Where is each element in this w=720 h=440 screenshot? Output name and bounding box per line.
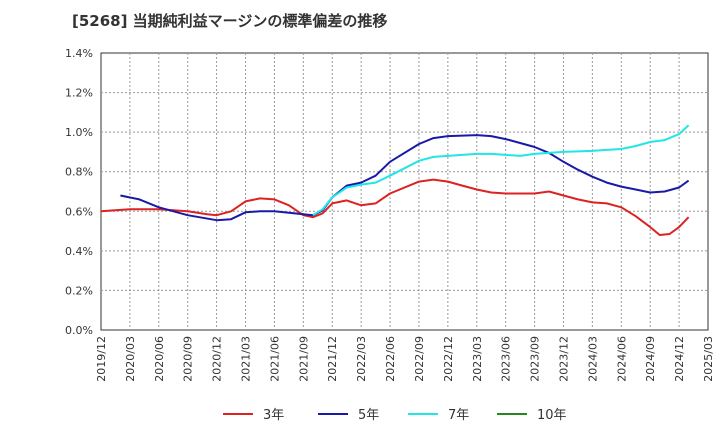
series-line [312, 124, 690, 217]
x-tick-label: 2023/12 [557, 336, 570, 382]
x-tick-label: 2023/09 [529, 336, 542, 382]
y-tick-label: 0.2% [65, 284, 93, 297]
x-tick-label: 2020/12 [211, 336, 224, 382]
series-line [120, 134, 690, 222]
x-tick-label: 2022/09 [413, 336, 426, 382]
y-tick-label: 0.0% [65, 324, 93, 337]
x-tick-label: 2021/09 [297, 336, 310, 382]
x-tick-label: 2020/09 [182, 336, 195, 382]
legend-label: 10年 [537, 408, 567, 423]
legend-label: 7年 [448, 408, 469, 423]
x-tick-label: 2021/06 [268, 336, 281, 382]
y-tick-label: 1.2% [65, 87, 93, 100]
chart-title: [5268] 当期純利益マージンの標準偏差の推移 [72, 12, 388, 30]
series-line [100, 178, 690, 236]
x-tick-label: 2021/03 [240, 336, 253, 382]
x-tick-label: 2023/06 [500, 336, 513, 382]
x-tick-label: 2020/06 [153, 336, 166, 382]
x-tick-label: 2024/09 [644, 336, 657, 382]
x-tick-label: 2022/03 [355, 336, 368, 382]
x-tick-label: 2023/03 [471, 336, 484, 382]
x-tick-label: 2024/03 [586, 336, 599, 382]
legend-label: 5年 [358, 408, 379, 423]
x-tick-label: 2022/12 [442, 336, 455, 382]
x-tick-label: 2019/12 [95, 336, 108, 382]
y-tick-label: 1.0% [65, 126, 93, 139]
legend-label: 3年 [263, 408, 284, 423]
x-tick-label: 2024/12 [673, 336, 686, 382]
x-tick-label: 2020/03 [124, 336, 137, 382]
y-tick-label: 0.8% [65, 166, 93, 179]
x-tick-label: 2021/12 [326, 336, 339, 382]
y-tick-label: 1.4% [65, 47, 93, 60]
y-tick-label: 0.4% [65, 245, 93, 258]
x-tick-label: 2022/06 [384, 336, 397, 382]
x-tick-label: 2025/03 [702, 336, 715, 382]
plot-area [100, 52, 709, 331]
y-tick-label: 0.6% [65, 205, 93, 218]
x-tick-label: 2024/06 [615, 336, 628, 382]
